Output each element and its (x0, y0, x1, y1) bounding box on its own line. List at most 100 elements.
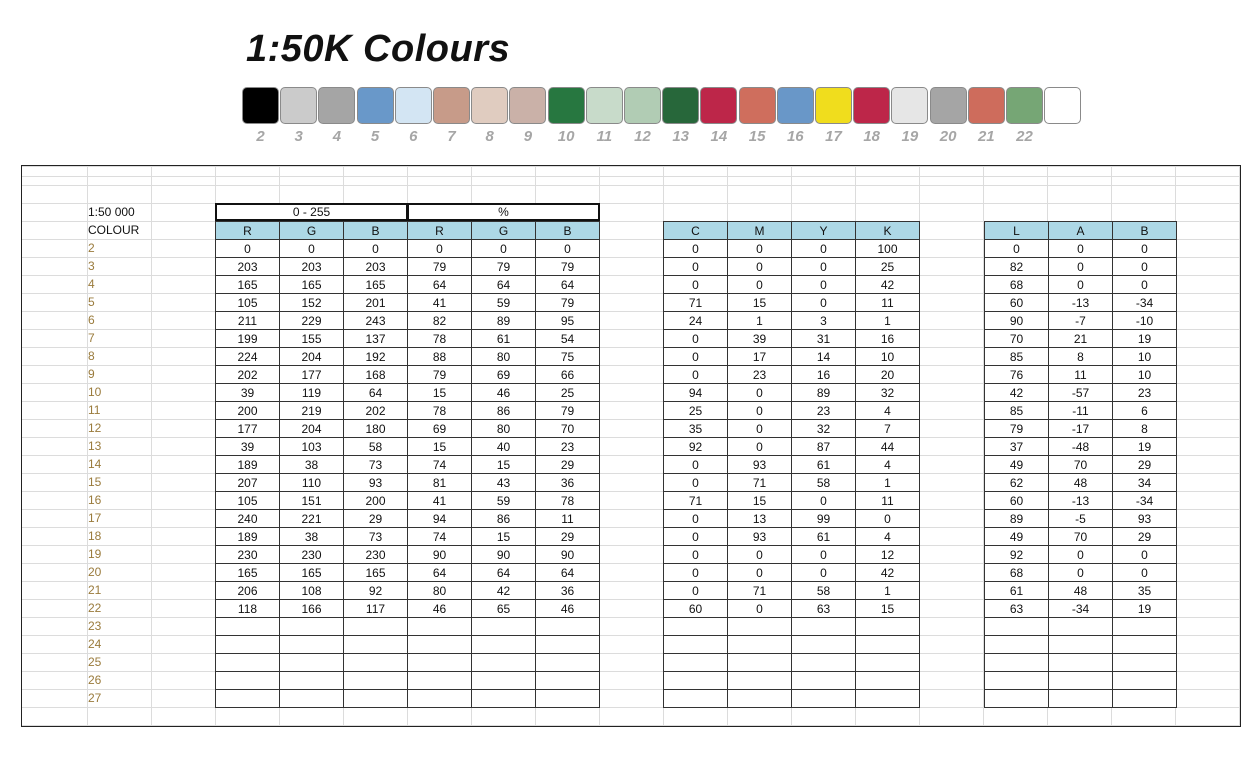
rgb-value-cell: 42 (471, 581, 536, 600)
cmyk-value-cell: 58 (791, 581, 856, 600)
rgb-value-cell: 103 (279, 437, 344, 456)
rgb-value-cell: 224 (215, 347, 280, 366)
lab-value-cell: 85 (984, 401, 1049, 420)
rgb-value-cell: 189 (215, 527, 280, 546)
lab-value-cell: 82 (984, 257, 1049, 276)
rgb-value-cell: 105 (215, 293, 280, 312)
colour-swatch (967, 87, 1005, 124)
lab-value-cell: 89 (984, 509, 1049, 528)
lab-header-a: A (1048, 221, 1113, 240)
cmyk-value-cell: 0 (791, 491, 856, 510)
swatch-number: 8 (485, 128, 494, 145)
cmyk-value-cell: 61 (791, 527, 856, 546)
cmyk-value-cell (855, 653, 920, 672)
lab-value-cell: 49 (984, 527, 1049, 546)
cmyk-value-cell: 16 (791, 365, 856, 384)
rgb-value-cell: 207 (215, 473, 280, 492)
lab-value-cell: 19 (1112, 329, 1177, 348)
rgb-value-cell: 61 (471, 329, 536, 348)
swatch-number: 13 (672, 128, 690, 145)
lab-value-cell: 0 (1048, 239, 1113, 258)
lab-value-cell: 70 (1048, 455, 1113, 474)
rgb-value-cell (343, 653, 408, 672)
swatch-number: 14 (710, 128, 728, 145)
rgb-value-cell: 39 (215, 383, 280, 402)
cmyk-value-cell: 0 (727, 545, 792, 564)
swatch-number: 3 (294, 128, 303, 145)
rgb-value-cell: 180 (343, 419, 408, 438)
lab-value-cell: 29 (1112, 455, 1177, 474)
rgb-value-cell: 203 (215, 257, 280, 276)
spreadsheet-grid: 1:50 000 COLOUR 2 3 4 5 6 7 8 9 10 11 12 13 14 15 16 17 18… (21, 165, 1241, 727)
rgb-value-cell: 86 (471, 401, 536, 420)
cmyk-value-cell: 0 (663, 581, 728, 600)
rgb-value-cell (215, 671, 280, 690)
rgb-value-cell: 15 (407, 437, 472, 456)
rgb-value-cell: 177 (279, 365, 344, 384)
rgb-value-cell: 0 (215, 239, 280, 258)
rgb-value-cell: 0 (279, 239, 344, 258)
rgb-value-cell: 59 (471, 293, 536, 312)
rgb-value-cell: 219 (279, 401, 344, 420)
rgb-value-cell: 0 (343, 239, 408, 258)
lab-value-cell: 0 (1048, 275, 1113, 294)
cmyk-value-cell: 32 (855, 383, 920, 402)
rgb-value-cell (407, 617, 472, 636)
rgb-value-cell (279, 671, 344, 690)
rgb-value-cell (535, 635, 600, 654)
lab-value-cell: -57 (1048, 383, 1113, 402)
rgb-value-cell: 92 (343, 581, 408, 600)
colour-swatch (394, 87, 432, 124)
lab-value-cell: 37 (984, 437, 1049, 456)
rgb-value-cell: 25 (535, 383, 600, 402)
cmyk-value-cell (791, 617, 856, 636)
cmyk-value-cell: 0 (791, 293, 856, 312)
lab-value-cell: 48 (1048, 473, 1113, 492)
gridline-horizontal (22, 347, 1240, 348)
colour-row-number: 17 (88, 511, 102, 525)
rgb-value-cell: 38 (279, 455, 344, 474)
cmyk-value-cell: 23 (791, 401, 856, 420)
colour-row-number: 25 (88, 655, 102, 669)
gridline-horizontal (22, 383, 1240, 384)
cmyk-value-cell: 3 (791, 311, 856, 330)
rgb-value-cell: 229 (279, 311, 344, 330)
cmyk-value-cell: 15 (727, 491, 792, 510)
rgb-value-cell: 41 (407, 491, 472, 510)
rgb-value-cell: 46 (535, 599, 600, 618)
cmyk-value-cell (727, 671, 792, 690)
cmyk-value-cell: 35 (663, 419, 728, 438)
cmyk-value-cell: 0 (663, 365, 728, 384)
colour-swatch (738, 87, 776, 124)
rgb-value-cell (215, 653, 280, 672)
cmyk-value-cell (663, 671, 728, 690)
colour-swatch (318, 87, 356, 124)
cmyk-value-cell (727, 617, 792, 636)
cmyk-value-cell: 71 (727, 581, 792, 600)
gridline-vertical (1239, 166, 1240, 726)
colour-row-number: 12 (88, 421, 102, 435)
rgb-value-cell: 165 (279, 563, 344, 582)
gridline-horizontal (22, 689, 1240, 690)
cmyk-value-cell: 0 (663, 473, 728, 492)
gridline-horizontal (22, 707, 1240, 708)
swatch-number: 11 (596, 128, 613, 145)
rgb-value-cell (279, 617, 344, 636)
rgb-value-cell (279, 653, 344, 672)
rgb-value-cell: 79 (471, 257, 536, 276)
cmyk-header-y: Y (791, 221, 856, 240)
colour-row-number: 24 (88, 637, 102, 651)
rgb-value-cell (407, 689, 472, 708)
rgb-value-cell: 46 (407, 599, 472, 618)
gridline-horizontal (22, 365, 1240, 366)
rgb-value-cell: 79 (535, 257, 600, 276)
lab-value-cell (1112, 653, 1177, 672)
rgb-value-cell: 29 (343, 509, 408, 528)
rgb-value-cell: 90 (407, 545, 472, 564)
rgb-value-cell: 66 (535, 365, 600, 384)
lab-value-cell: 79 (984, 419, 1049, 438)
cmyk-value-cell: 0 (663, 563, 728, 582)
lab-value-cell: 60 (984, 293, 1049, 312)
cmyk-value-cell: 0 (791, 239, 856, 258)
cmyk-value-cell: 0 (791, 257, 856, 276)
